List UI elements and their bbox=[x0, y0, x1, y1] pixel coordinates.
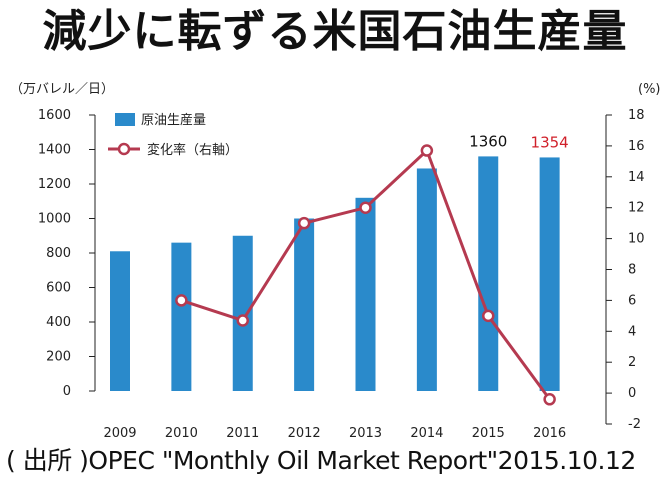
y-right-tick-label: 10 bbox=[628, 232, 645, 247]
bar-2014 bbox=[416, 168, 437, 391]
bar-2013 bbox=[355, 197, 376, 391]
x-tick-label: 2015 bbox=[472, 426, 505, 441]
change-rate-point bbox=[359, 201, 372, 214]
y-right-tick-label: 6 bbox=[628, 293, 636, 308]
x-tick-label: 2009 bbox=[103, 426, 136, 441]
y-right-tick-label: 0 bbox=[628, 386, 636, 401]
bar-2015 bbox=[478, 156, 499, 391]
x-tick-label: 2016 bbox=[533, 426, 566, 441]
y-right-tick-label: -2 bbox=[628, 417, 641, 432]
x-axis-labels: 2009 2010 2011 2012 2013 2014 2015 2016 bbox=[103, 426, 566, 441]
chart-title: 減少に転ずる米国石油生産量 bbox=[42, 6, 628, 57]
y-right-tick-label: 14 bbox=[628, 170, 645, 185]
y-left-tick-label: 800 bbox=[46, 246, 71, 261]
change-rate-point bbox=[543, 393, 556, 406]
change-rate-point bbox=[420, 144, 434, 157]
x-tick-label: 2011 bbox=[226, 426, 259, 441]
y-right-tick-label: 2 bbox=[628, 355, 636, 370]
change-rate-point bbox=[175, 294, 188, 307]
source-note: ( 出所 )OPEC "Monthly Oil Market Report"20… bbox=[6, 446, 636, 475]
data-label-2016: 1354 bbox=[531, 133, 569, 151]
legend-bar-swatch bbox=[115, 113, 135, 126]
y-axis-left-label: （万バレル／日） bbox=[10, 82, 114, 97]
legend-bar-label: 原油生産量 bbox=[141, 112, 206, 128]
x-tick-label: 2014 bbox=[410, 426, 443, 441]
legend-line-label: 変化率（右軸） bbox=[147, 142, 238, 158]
y-right-tick-label: 12 bbox=[628, 201, 645, 216]
bar-2016 bbox=[539, 157, 560, 391]
y-left-tick-label: 200 bbox=[46, 350, 71, 365]
data-label-2015: 1360 bbox=[469, 132, 507, 150]
y-right-tick-label: 8 bbox=[628, 263, 636, 278]
legend-line-marker bbox=[117, 142, 131, 156]
bar-2009 bbox=[110, 251, 130, 391]
right-axis: -2 0 2 4 6 8 10 12 14 16 18 bbox=[605, 108, 645, 432]
bar-2010 bbox=[171, 242, 192, 391]
bar-2011 bbox=[232, 235, 253, 391]
x-tick-label: 2010 bbox=[165, 426, 198, 441]
y-left-tick-label: 1000 bbox=[38, 212, 71, 227]
change-rate-point bbox=[297, 216, 311, 230]
y-left-tick-label: 1600 bbox=[38, 108, 71, 123]
x-tick-label: 2012 bbox=[288, 426, 321, 441]
left-axis: 0 200 400 600 800 1000 1200 1400 1600 bbox=[38, 108, 96, 399]
x-tick-label: 2013 bbox=[349, 426, 382, 441]
y-axis-right-label: (%) bbox=[638, 82, 661, 97]
y-right-tick-label: 4 bbox=[628, 324, 636, 339]
y-left-tick-label: 1400 bbox=[38, 143, 71, 158]
data-labels: 1360 1354 bbox=[469, 132, 569, 151]
change-rate-line bbox=[175, 144, 556, 406]
y-left-tick-label: 0 bbox=[63, 384, 71, 399]
bar-2012 bbox=[294, 218, 315, 391]
bars bbox=[110, 156, 560, 391]
y-left-tick-label: 1200 bbox=[38, 177, 71, 192]
y-right-tick-label: 18 bbox=[628, 108, 645, 123]
change-rate-point bbox=[482, 309, 495, 323]
y-left-tick-label: 400 bbox=[46, 315, 71, 330]
y-left-tick-label: 600 bbox=[46, 281, 71, 296]
y-right-tick-label: 16 bbox=[628, 139, 645, 154]
change-rate-point bbox=[236, 314, 249, 327]
